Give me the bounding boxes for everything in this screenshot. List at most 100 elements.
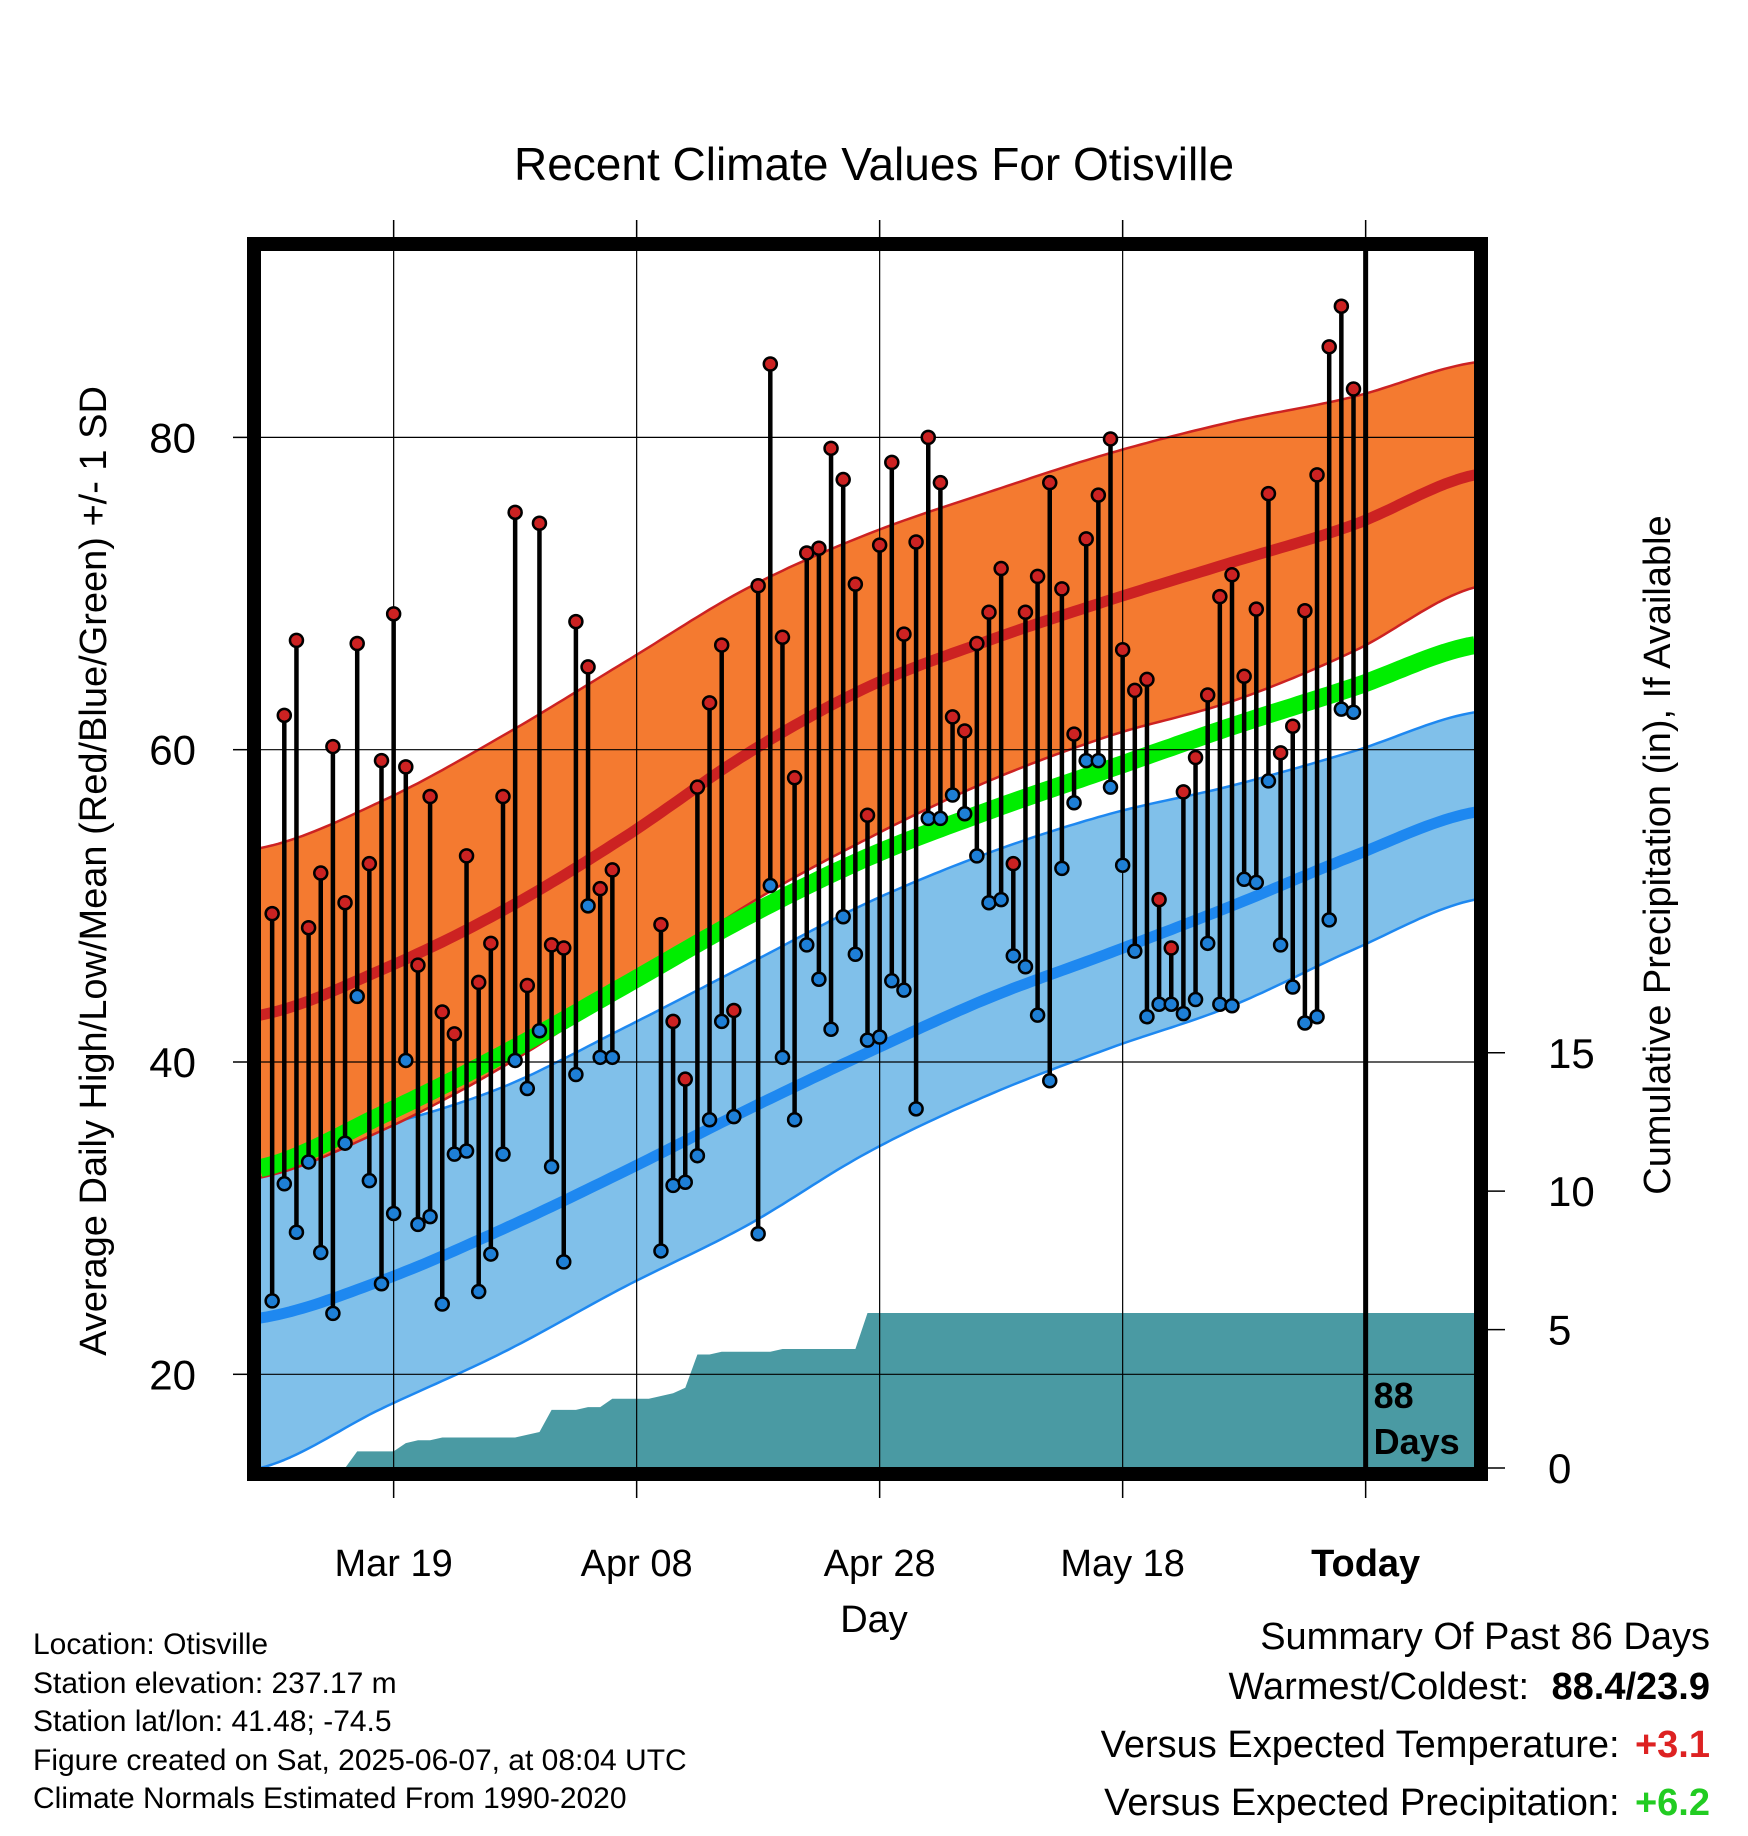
high-temp-point [458,848,475,864]
high-temp-point [470,974,487,991]
low-temp-point [300,1154,317,1170]
high-temp-point [908,534,924,550]
x-axis-label: Day [840,1599,908,1641]
low-temp-point [276,1176,293,1192]
high-temp-point [847,576,864,592]
high-temp-point [434,1004,450,1020]
low-temp-point [713,1013,730,1030]
high-mean-line [260,469,1475,1021]
low-temp-point [969,848,985,864]
high-temp-point [1272,745,1289,761]
high-temp-point [944,709,961,725]
high-temp-point [1333,298,1350,314]
high-temp-point [956,723,973,739]
plot-area: 88 Days 20 40 60 80 0 5 10 15 Mar 19 Apr 08 Apr 28 Ma… [149,220,1595,1585]
low-temp-point [483,1246,499,1262]
low-temp-point [410,1216,426,1233]
high-temp-point [1199,687,1216,703]
x-tick-label: Mar 19 [335,1543,453,1585]
y2-tick-label: 5 [1548,1307,1571,1354]
low-temp-point [1248,874,1265,891]
low-temp-point [1139,1008,1155,1025]
low-temp-point [531,1023,548,1039]
high-temp-point [1187,749,1204,766]
low-temp-point [1127,943,1143,959]
low-mean-line [260,806,1475,1324]
high-temp-point [264,905,280,922]
low-temp-point [337,1135,353,1151]
high-temp-point [337,894,353,911]
elevation-text: Station elevation: 237.17 m [33,1666,397,1700]
high-temp-point [701,695,718,711]
low-temp-point [556,1254,572,1270]
warm-cold-value: 88.4/23.9 [1551,1666,1710,1708]
high-temp-point [1260,485,1277,502]
low-temp-point [689,1147,706,1164]
low-temp-point [1199,935,1216,952]
low-temp-point [422,1208,438,1225]
high-temp-point [713,637,730,653]
chart-title: Recent Climate Values For Otisville [514,138,1234,190]
temp-vs-expected-label: Versus Expected Temperature: [1100,1724,1620,1766]
high-temp-point [276,707,293,724]
high-temp-point [385,606,402,622]
high-temp-point [1090,487,1107,503]
low-sd-band [260,712,1475,1468]
low-temp-point [1224,998,1240,1014]
high-temp-point [823,440,839,457]
today-days-count: 88 [1374,1375,1414,1416]
low-temp-point [1297,1015,1313,1031]
low-temp-point [908,1101,924,1117]
low-temp-point [774,1049,791,1066]
low-temp-point [1175,1005,1192,1022]
low-temp-point [543,1158,560,1175]
high-temp-point [1102,431,1119,447]
y-tick-label: 80 [149,414,196,461]
high-temp-point [1151,891,1167,908]
high-temp-point [896,626,912,642]
high-temp-point [1163,940,1179,956]
low-lower-line [260,898,1475,1468]
summary-warm-cold: Warmest/Coldest: 88.4/23.9 [1101,1662,1711,1720]
high-temp-point [568,613,584,630]
high-temp-point [1042,474,1058,491]
low-temp-point [1066,795,1082,811]
high-temp-point [398,759,414,775]
high-temp-point [859,807,876,824]
low-temp-point [385,1205,402,1222]
warm-cold-label: Warmest/Coldest: [1228,1666,1530,1708]
high-temp-point [1005,855,1022,872]
low-temp-point [823,1021,839,1037]
low-temp-point [1114,857,1131,873]
low-temp-point [884,973,900,989]
high-temp-point [556,940,572,956]
high-temp-point [932,474,949,491]
low-temp-point [264,1293,280,1309]
high-temp-point [1297,602,1313,619]
high-temp-point [1212,588,1228,605]
high-temp-point [969,635,985,652]
low-temp-point [1309,1008,1325,1025]
low-temp-point [1054,860,1070,877]
high-temp-point [1066,726,1082,742]
high-temp-point [774,629,791,646]
x-tick-label: Apr 28 [824,1543,936,1585]
high-temp-point [313,865,329,881]
high-upper-line [260,361,1475,850]
summary-heading: Summary Of Past 86 Days [1260,1616,1710,1658]
temp-vs-expected-value: +3.1 [1634,1724,1710,1766]
plot-content: 88 Days [260,250,1475,1468]
low-temp-point [519,1080,536,1097]
high-temp-point [1285,718,1301,735]
low-temp-point [1187,991,1204,1008]
high-temp-point [786,770,803,786]
low-temp-point [349,988,365,1005]
low-temp-point [1042,1072,1058,1089]
high-temp-point [835,471,851,488]
high-temp-point [1127,682,1143,699]
high-temp-point [483,935,499,952]
y-tick-label: 40 [149,1039,196,1086]
low-temp-point [762,877,779,894]
low-temp-point [1102,779,1119,795]
